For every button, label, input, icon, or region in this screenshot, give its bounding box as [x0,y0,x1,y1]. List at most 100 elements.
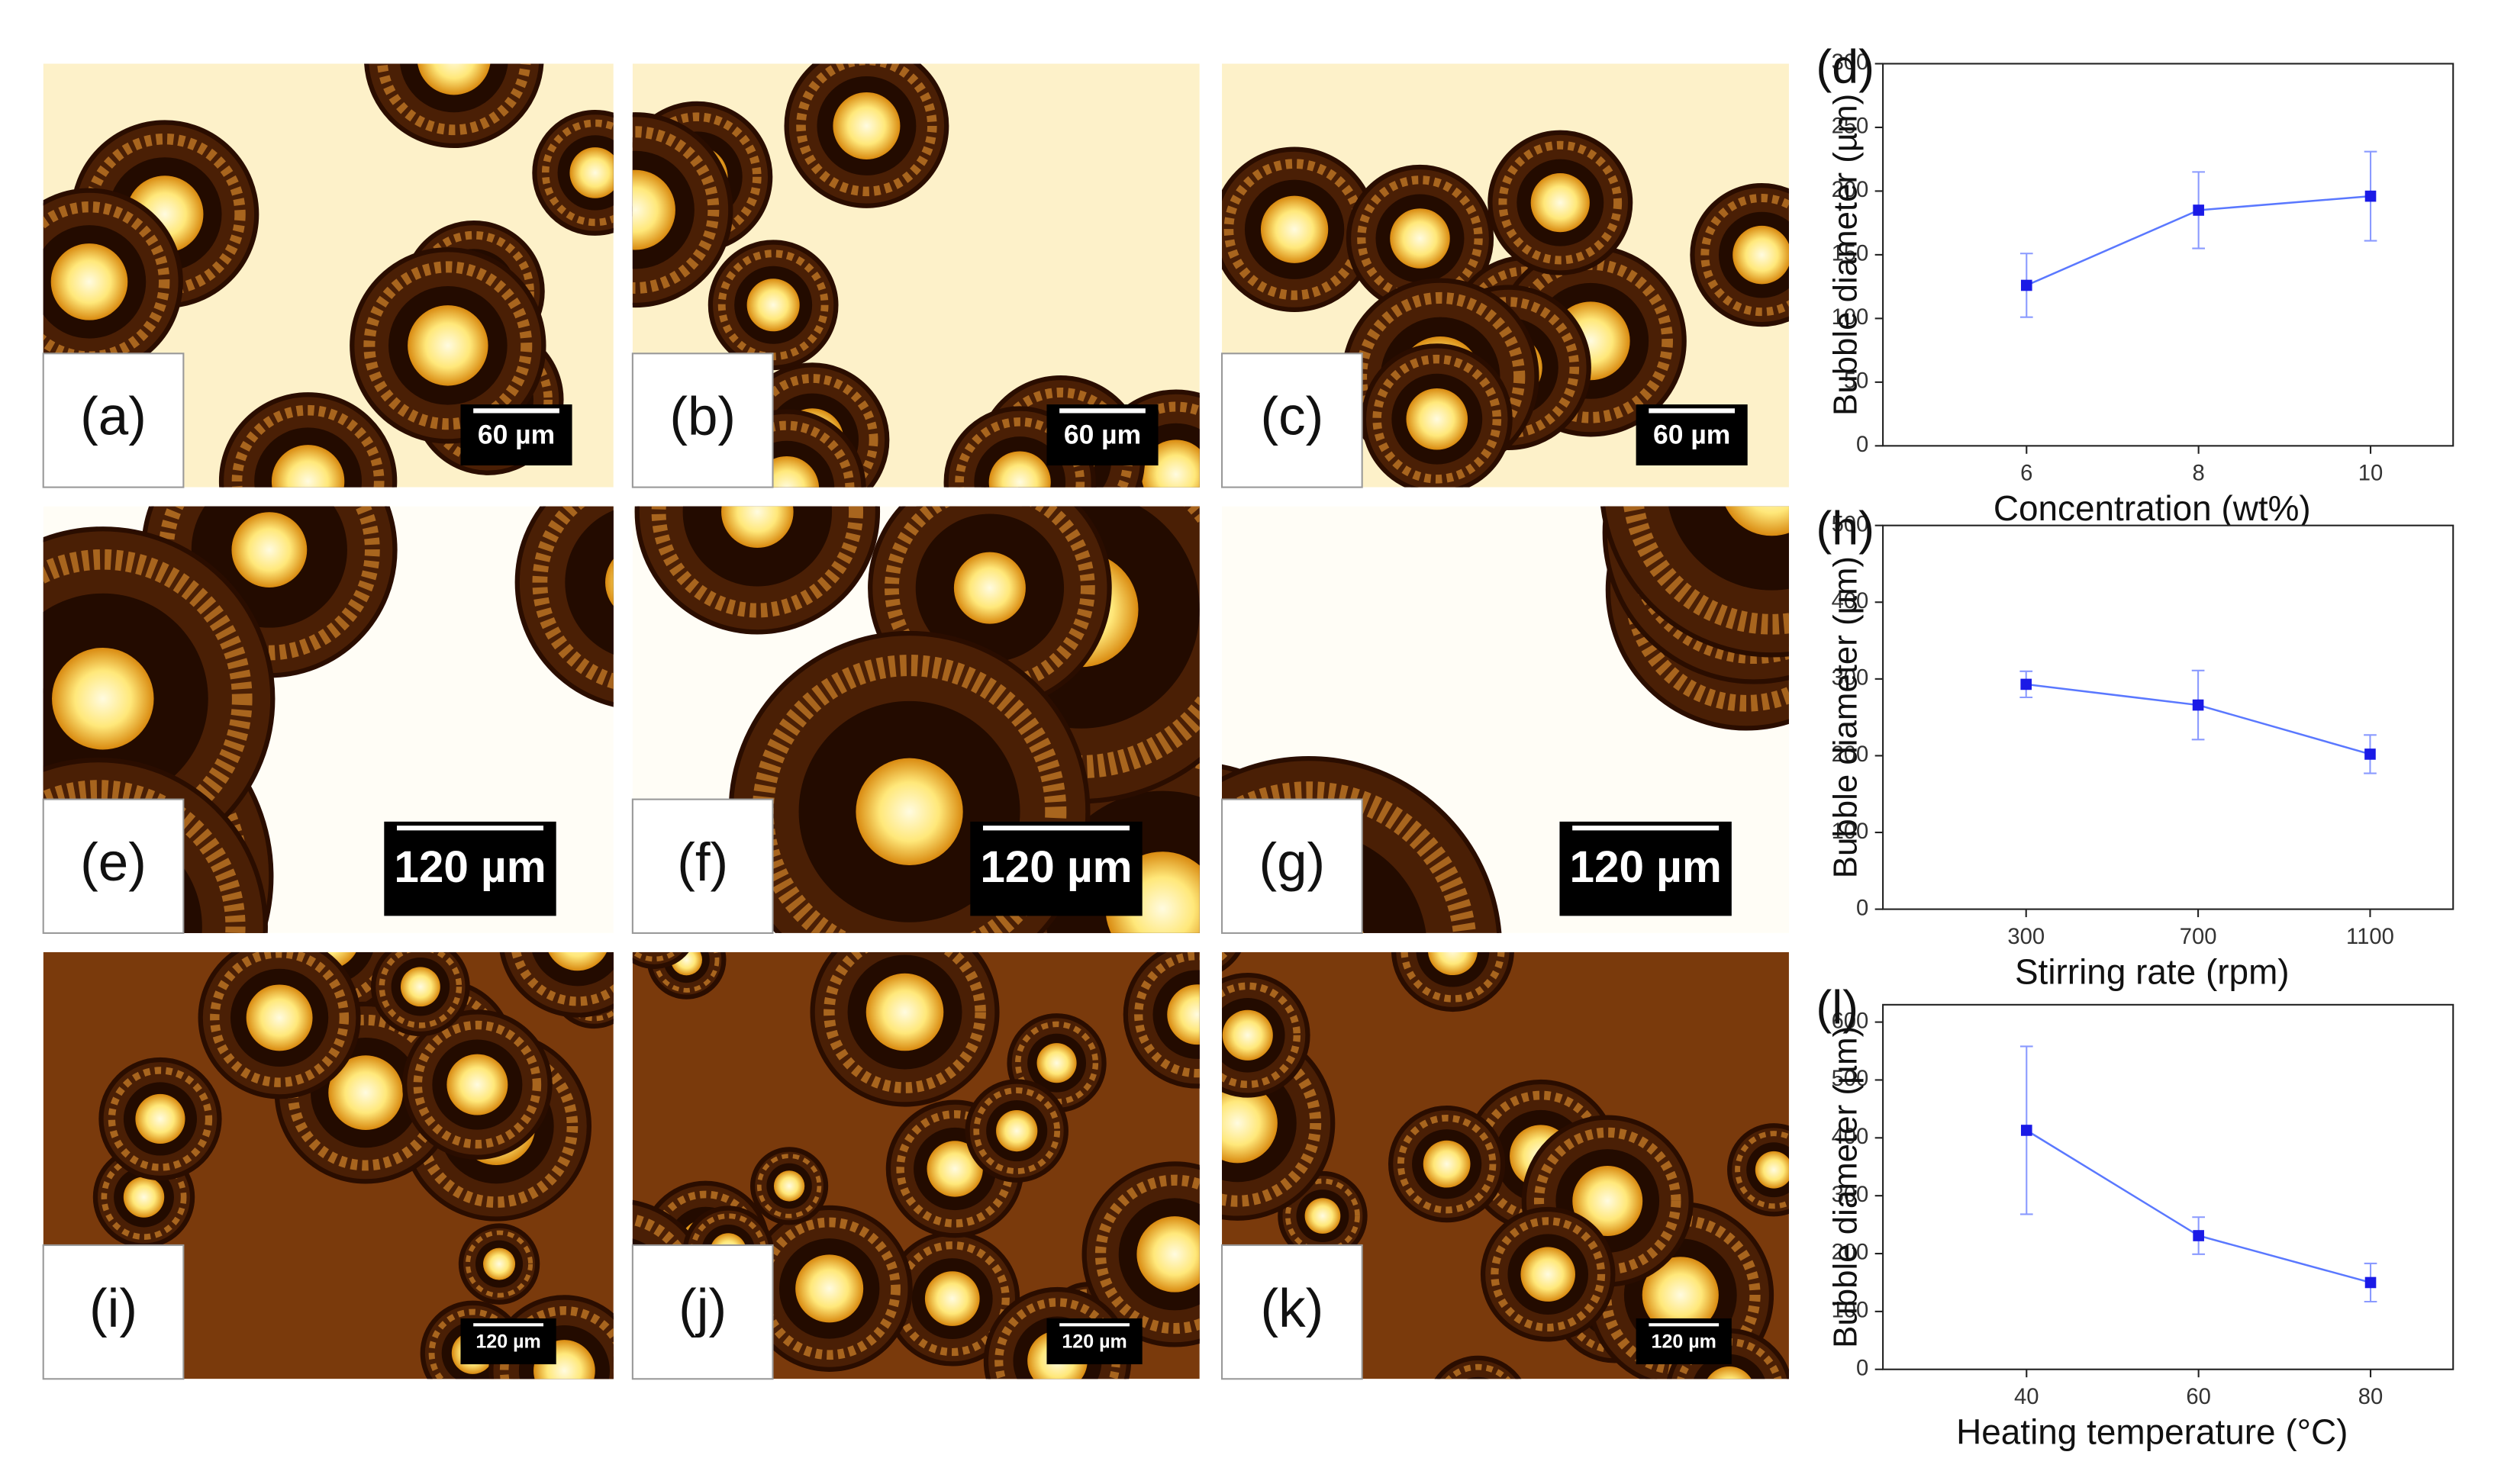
bubble-ring [1445,1363,1511,1379]
bubble-inner [565,510,614,655]
bubble-core [231,512,308,587]
bubble-core [1707,1367,1752,1379]
panel-label-box [1220,798,1363,934]
scale-bar-background [384,821,556,916]
micrograph [632,506,1200,933]
x-axis-label: Stirring rate (rpm) [2015,951,2290,991]
bubble-core [614,1386,659,1431]
bubble-core [1732,225,1789,285]
bubble-core [1457,1387,1499,1429]
panel-label-box [631,1244,774,1380]
y-tick-label: 200 [1832,742,1869,767]
x-tick-label: 8 [2193,462,2205,486]
bubble-ring [1134,951,1200,1078]
scale-bar-label: 120 µm [980,842,1132,892]
data-point [2364,190,2377,202]
bubble-core [833,92,901,159]
bubble-core [924,1271,980,1326]
data-point [2020,1125,2032,1136]
bubble-core [1755,1151,1789,1189]
panel-label: (k) [1260,1278,1323,1338]
bubble-core [408,305,488,386]
x-axis-label: Heating temperature (°C) [1956,1412,2348,1451]
x-tick-label: 300 [2007,925,2045,949]
y-tick-label: 600 [1832,1009,1869,1033]
y-tick-label: 100 [1832,305,1869,330]
bubble-ring [413,230,534,352]
bubble-ring [955,417,1085,488]
bubble-core [953,552,1026,624]
y-tick-label: 0 [1856,433,1868,457]
bubble-core [246,984,313,1051]
data-point [2193,204,2204,216]
bubble-inner [1467,1376,1489,1379]
bubble-ring [1094,1174,1200,1334]
panel-label: (j) [678,1278,727,1338]
bubble-core [988,451,1051,488]
bubble-core [1390,208,1450,269]
chart-panel-label: (h) [1816,502,1874,555]
plot-frame [1882,524,2454,910]
scale-bar-label: 60 µm [1064,420,1141,450]
bubble-ring [1285,1178,1360,1254]
scale-bar-label: 120 µm [1062,1331,1127,1353]
bubble-core [1520,1247,1575,1302]
data-point [2020,279,2032,291]
bubble-core [400,967,440,1007]
bubble-core [52,647,154,750]
panel-label: (a) [80,387,147,447]
bubble-ring [532,506,614,689]
panel-label-box [42,352,185,488]
data-point [2193,1230,2204,1241]
y-tick-label: 400 [1832,1125,1869,1149]
bubble-inner [603,1374,670,1441]
panel-label: (i) [89,1278,137,1338]
bubble-inner [1694,1354,1765,1379]
y-tick-label: 500 [1832,1067,1869,1091]
scale-bar-label: 60 µm [1653,420,1730,450]
bubble-core [446,1054,508,1115]
bubble-core [927,1141,983,1197]
bubble-core [1530,173,1590,233]
bubble-core [1222,1083,1278,1164]
panel-label-box [42,1244,185,1380]
y-tick-label: 250 [1832,114,1869,139]
y-tick-label: 50 [1844,369,1868,394]
data-point [2020,678,2032,690]
micrograph [43,951,670,1441]
scale-bar-label: 120 µm [475,1331,540,1353]
bubble-ring [632,126,720,294]
bubble-core [1304,1198,1341,1234]
panel-label-box [1220,352,1363,488]
y-tick-label: 100 [1832,1299,1869,1323]
bubble-core [548,951,607,971]
y-tick-label: 300 [1832,50,1869,75]
bubble-core [856,758,963,865]
bubble-core [271,445,345,488]
bubble-ring [756,1154,822,1218]
bubble-ring [379,951,463,1028]
x-tick-label: 80 [2358,1385,2383,1409]
bubble-ring [108,1067,213,1171]
panel-label: (c) [1260,387,1323,447]
bubble-core [1428,951,1478,976]
bubble-shell [1434,1355,1522,1379]
scale-bar-background [460,404,572,466]
x-tick-label: 6 [2020,462,2032,486]
y-axis-label: Bubble diameter (µm) [1827,1026,1865,1348]
bubble-core [50,243,128,320]
bubble-ring [653,951,720,993]
panel-label: (e) [80,832,147,893]
bubble-core [773,1170,805,1202]
bubble-core [328,1055,403,1130]
y-tick-label: 0 [1856,1356,1868,1380]
bubble-core [1222,1009,1273,1061]
bubble-ring [413,1020,542,1149]
plot-frame [1882,63,2454,447]
bubble-core [865,973,944,1051]
y-tick-label: 200 [1832,1241,1869,1265]
bubble-core [721,506,794,549]
bubble-ring [1491,1217,1606,1332]
